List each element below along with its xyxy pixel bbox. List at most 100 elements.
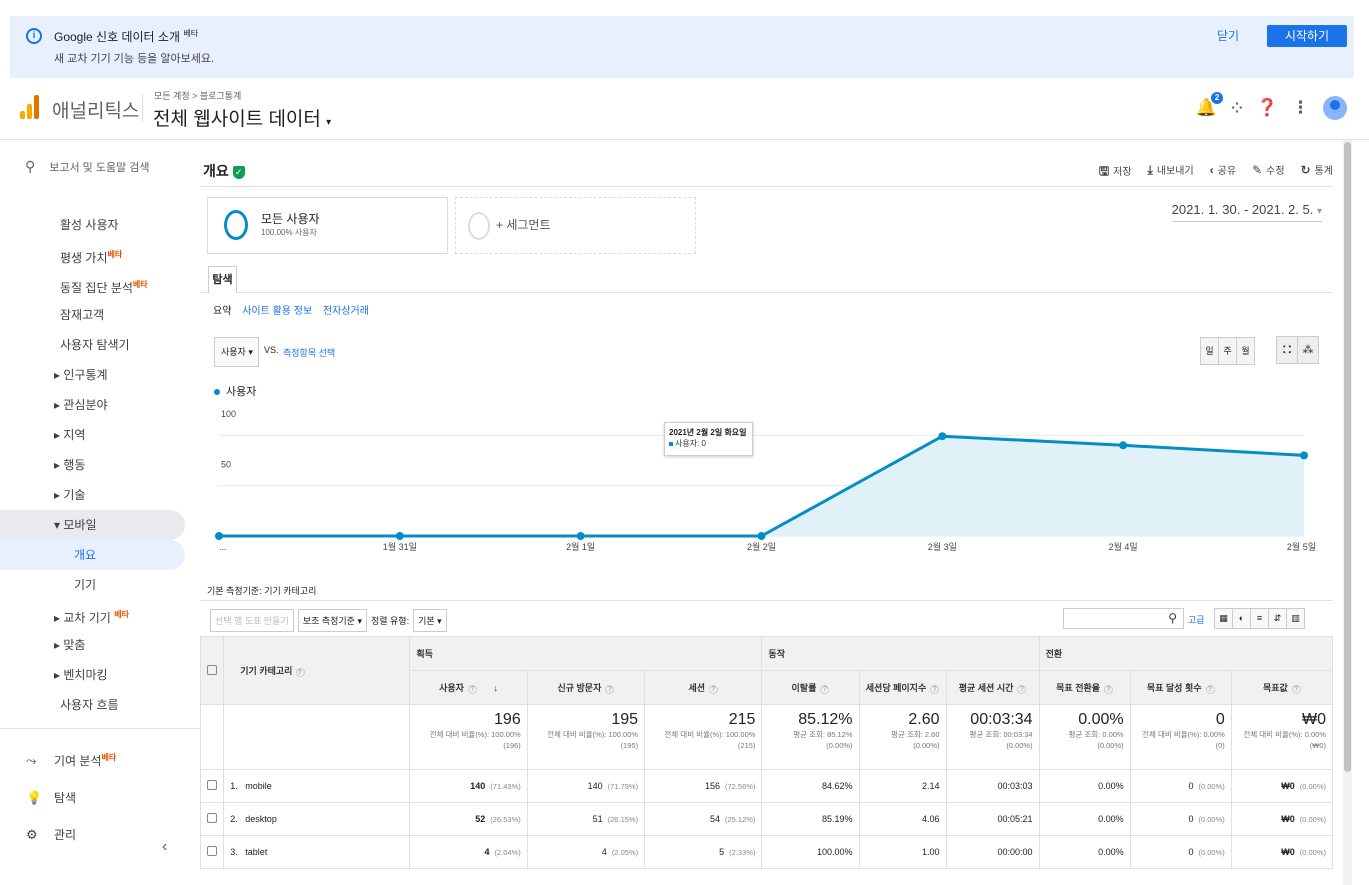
line-chart-icon[interactable]: ⛚ bbox=[1276, 336, 1298, 364]
row-checkbox[interactable] bbox=[207, 846, 218, 856]
search-icon: ⚲ bbox=[25, 158, 36, 174]
device-category-link[interactable]: tablet bbox=[245, 847, 268, 857]
table-search-input[interactable] bbox=[1063, 608, 1184, 629]
notifications-icon[interactable]: 🔔 2 bbox=[1196, 92, 1224, 118]
column-header-users[interactable]: 사용자? ↓ bbox=[409, 670, 528, 705]
sidebar-item-active-users[interactable]: 활성 사용자 bbox=[60, 218, 119, 232]
save-button[interactable]: 🖫 저장 bbox=[1098, 164, 1132, 178]
sidebar-item-audiences[interactable]: 잠재고객 bbox=[60, 308, 105, 322]
help-icon[interactable]: ? bbox=[1291, 685, 1301, 694]
sidebar-item-benchmarking[interactable]: ▸ 벤치마킹 bbox=[54, 668, 108, 682]
pie-view-icon[interactable]: ◐ bbox=[1232, 608, 1251, 629]
comparison-view-icon[interactable]: ⇵ bbox=[1268, 608, 1287, 629]
pivot-view-icon[interactable]: ▥ bbox=[1286, 608, 1305, 629]
date-range-picker[interactable]: 2021. 1. 30. - 2021. 2. 5. ▾ bbox=[1171, 202, 1322, 222]
column-header-bounce-rate[interactable]: 이탈률? bbox=[761, 670, 860, 705]
row-checkbox[interactable] bbox=[207, 780, 218, 790]
sidebar-item-custom[interactable]: ▸ 맞춤 bbox=[54, 638, 86, 652]
sidebar-item-users-flow[interactable]: 사용자 흐름 bbox=[60, 698, 119, 712]
sidebar-item-devices[interactable]: 기기 bbox=[74, 578, 97, 592]
select-all-checkbox[interactable] bbox=[207, 664, 218, 675]
share-button[interactable]: ‹ 공유 bbox=[1209, 163, 1237, 177]
motion-chart-icon[interactable]: ⁂ bbox=[1297, 336, 1319, 364]
sidebar-item-user-explorer[interactable]: 사용자 탐색기 bbox=[60, 338, 130, 352]
advanced-filter-link[interactable]: 고급 bbox=[1188, 615, 1205, 625]
table-row[interactable]: 1. mobile 140 (71.43%) 140 (71.79%) 156 (72… bbox=[199, 769, 1334, 803]
more-vert-icon[interactable]: ⋮ bbox=[1292, 98, 1309, 117]
sidebar-item-admin[interactable]: ⚙ 관리 bbox=[0, 817, 200, 853]
segment-all-users[interactable]: 모든 사용자 100.00% 사용자 bbox=[207, 197, 448, 254]
sidebar-item-geo[interactable]: ▸ 지역 bbox=[54, 428, 86, 442]
sidebar-item-attribution[interactable]: ⤳ 기여 분석베타 bbox=[0, 740, 200, 776]
column-header-sessions[interactable]: 세션? bbox=[644, 670, 763, 705]
sidebar-item-discover[interactable]: 💡 탐색 bbox=[0, 780, 200, 816]
sidebar-item-demographics[interactable]: ▸ 인구통계 bbox=[54, 368, 108, 382]
analytics-logo-icon[interactable] bbox=[20, 95, 40, 119]
plot-rows-button[interactable]: 선택 행 도표 만들기 bbox=[210, 608, 294, 632]
collapse-sidebar-icon[interactable]: ‹ bbox=[162, 838, 168, 855]
table-row[interactable]: 3. tablet 4 (2.04%) 4 (2.05%) 5 (2.33%) 100.… bbox=[199, 835, 1334, 869]
period-week-button[interactable]: 주 bbox=[1218, 337, 1237, 365]
table-view-icon[interactable]: ▦ bbox=[1214, 608, 1233, 629]
avatar[interactable] bbox=[1323, 96, 1347, 120]
device-category-link[interactable]: desktop bbox=[245, 814, 277, 824]
export-button[interactable]: ⤓ 내보내기 bbox=[1147, 163, 1194, 177]
report-search[interactable]: ⚲ 보고서 및 도움말 검색 bbox=[25, 158, 150, 174]
sidebar-item-mobile[interactable]: ▾ 모바일 bbox=[0, 510, 185, 540]
help-icon[interactable]: ? bbox=[1017, 685, 1027, 694]
start-button[interactable]: 시작하기 bbox=[1267, 25, 1347, 47]
caret-down-icon: ▾ bbox=[1316, 206, 1322, 217]
sidebar-item-mobile-overview[interactable]: 개요 bbox=[0, 540, 185, 570]
sort-type-select[interactable]: 기본 ▾ bbox=[413, 608, 447, 632]
period-month-button[interactable]: 월 bbox=[1236, 337, 1255, 365]
help-icon[interactable]: ? bbox=[296, 668, 306, 677]
metric-selector[interactable]: 사용자 ▾ bbox=[214, 337, 259, 367]
performance-view-icon[interactable]: ≡ bbox=[1250, 608, 1269, 629]
property-selector[interactable]: 전체 웹사이트 데이터 ▾ bbox=[153, 109, 332, 130]
primary-dimension-value[interactable]: 기기 카테고리 bbox=[264, 586, 317, 596]
help-icon[interactable]: ❓ bbox=[1256, 98, 1278, 117]
table-row[interactable]: 2. desktop 52 (26.53%) 51 (26.15%) 54 (25.1… bbox=[199, 802, 1334, 836]
help-icon[interactable]: ? bbox=[1104, 685, 1114, 694]
help-icon[interactable]: ? bbox=[1205, 685, 1215, 694]
sidebar-item-behavior[interactable]: ▸ 행동 bbox=[54, 458, 86, 472]
column-header-pages-per-session[interactable]: 세션당 페이지수? bbox=[858, 670, 947, 705]
column-header-new-users[interactable]: 신규 방문자? bbox=[526, 670, 646, 705]
scrollbar-thumb[interactable] bbox=[1344, 142, 1351, 772]
help-icon[interactable]: ? bbox=[467, 685, 477, 694]
device-category-link[interactable]: mobile bbox=[245, 781, 272, 791]
edit-button[interactable]: ✎ 수정 bbox=[1252, 163, 1285, 177]
column-header-device-category[interactable]: 기기 카테고리? bbox=[223, 636, 411, 705]
insights-button[interactable]: ↻ 통계 bbox=[1300, 163, 1333, 177]
period-day-button[interactable]: 일 bbox=[1200, 337, 1219, 365]
sidebar-item-lifetime-value[interactable]: 평생 가치베타 bbox=[60, 250, 123, 265]
row-checkbox[interactable] bbox=[207, 813, 218, 823]
column-header-goal-value[interactable]: 목표값? bbox=[1230, 670, 1334, 705]
select-all-cell[interactable] bbox=[199, 636, 225, 705]
breadcrumb[interactable]: 모든 계정 > 블로그통계 bbox=[154, 91, 242, 101]
subtab-site-usage[interactable]: 사이트 활용 정보 bbox=[242, 306, 313, 317]
close-banner-button[interactable]: 닫기 bbox=[1217, 29, 1240, 43]
scrollbar[interactable] bbox=[1343, 140, 1352, 885]
choose-metric-link[interactable]: 측정항목 선택 bbox=[283, 348, 336, 358]
tooltip-series: 사용자: 0 bbox=[669, 439, 706, 448]
subtab-summary[interactable]: 요약 bbox=[213, 306, 232, 317]
help-icon[interactable]: ? bbox=[709, 685, 719, 694]
sidebar-item-cohort[interactable]: 동질 집단 분석베타 bbox=[60, 280, 148, 295]
help-icon[interactable]: ? bbox=[820, 685, 830, 694]
apps-grid-icon[interactable]: ⁘ bbox=[1231, 99, 1243, 116]
help-icon[interactable]: ? bbox=[930, 685, 940, 694]
line-chart[interactable]: 100 50... 1월 31일 2월 1일 2월 2일 2월 3일 2월 4일 2월 5일 bbox=[200, 405, 1333, 565]
help-icon[interactable]: ? bbox=[605, 685, 615, 694]
sidebar-item-cross-device[interactable]: ▸ 교차 기기 베타 bbox=[54, 610, 129, 625]
divider bbox=[142, 94, 143, 122]
column-header-goal-conversion-rate[interactable]: 목표 전환율? bbox=[1038, 670, 1131, 705]
secondary-dimension-select[interactable]: 보조 측정기준 ▾ bbox=[297, 608, 367, 632]
subtab-ecommerce[interactable]: 전자상거래 bbox=[322, 306, 369, 317]
column-header-avg-session-duration[interactable]: 평균 세션 시간? bbox=[945, 670, 1040, 705]
tab-explorer[interactable]: 탐색 bbox=[208, 266, 237, 293]
column-header-goal-completions[interactable]: 목표 달성 횟수? bbox=[1129, 670, 1232, 705]
sidebar-item-interests[interactable]: ▸ 관심분야 bbox=[54, 398, 108, 412]
add-segment-button[interactable]: + 세그먼트 bbox=[455, 197, 696, 254]
sidebar-item-technology[interactable]: ▸ 기술 bbox=[54, 488, 86, 502]
